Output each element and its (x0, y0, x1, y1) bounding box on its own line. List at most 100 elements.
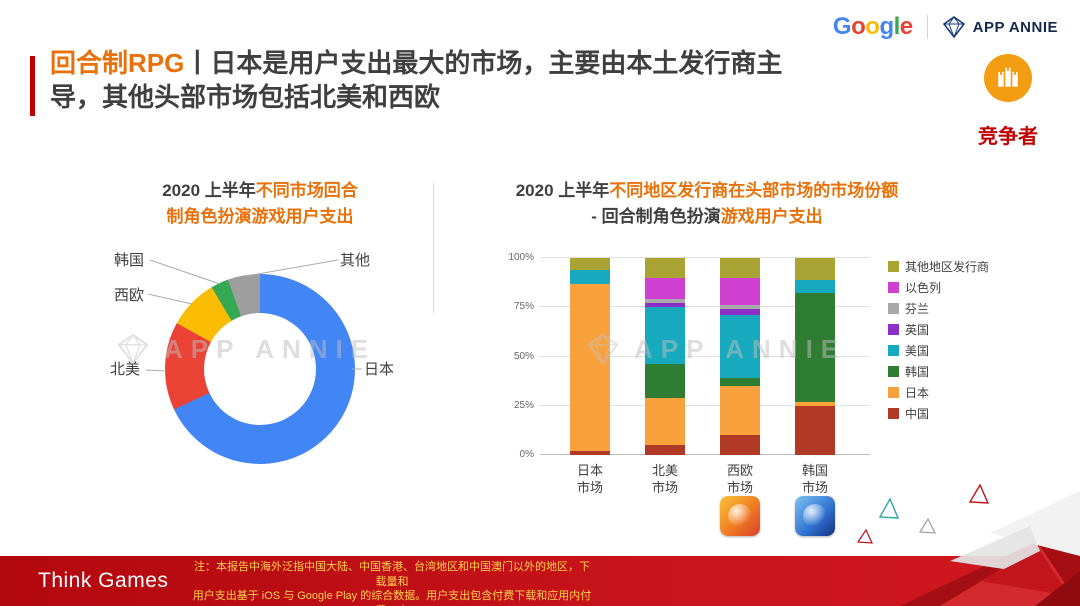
app-annie-wordmark: APP ANNIE (972, 18, 1058, 36)
legend-label: 其他地区发行商 (905, 260, 990, 274)
legend-label: 英国 (905, 323, 930, 337)
title-segment: 2020 上半年 (162, 181, 256, 200)
legend-item: 日本 (888, 382, 989, 403)
gridline (540, 404, 870, 406)
logo-separator (926, 15, 928, 39)
stacked-bar (570, 258, 610, 455)
gridline (540, 454, 870, 455)
think-games-logo: Think Games (38, 569, 169, 592)
stacked-bar-section: 2020 上半年不同地区发行商在头部市场的市场份额 - 回合制角色扮演游戏用户支出… (500, 178, 1060, 553)
category-label: 韩国市场 (801, 463, 828, 495)
google-letter: o (851, 13, 866, 40)
bar-segment (795, 401, 835, 406)
stacked-bar (720, 258, 760, 455)
gridline (540, 355, 870, 357)
legend-item: 以色列 (888, 277, 989, 298)
app-annie-logo: APP ANNIE (942, 15, 1058, 39)
bar-segment (720, 435, 760, 455)
category-label: 日本市场 (576, 463, 603, 495)
legend-label: 日本 (905, 386, 930, 400)
donut-chart (165, 274, 355, 464)
legend-label: 美国 (905, 344, 930, 358)
y-tick-label: 100% (508, 252, 534, 263)
logo-row: Google APP ANNIE (833, 12, 1058, 42)
title-segment: 丨日本是用户支出最大的市场，主要由本土发行商主 (184, 48, 783, 78)
legend-swatch (888, 261, 899, 272)
bar-segment (645, 303, 685, 308)
donut-chart-section: 2020 上半年不同市场回合 制角色扮演游戏用户支出 日本 北美 西欧 韩国 其他 (90, 178, 430, 538)
bar-segment (720, 386, 760, 436)
donut-area: 日本 北美 西欧 韩国 其他 (90, 248, 430, 518)
bar-segment (570, 451, 610, 455)
legend-item: 韩国 (888, 361, 989, 382)
bar-legend: 其他地区发行商 以色列芬兰英国美国韩国日本中国 (888, 256, 989, 424)
bar-segment (795, 279, 835, 294)
legend-item: 美国 (888, 340, 989, 361)
donut-label: 韩国 (114, 252, 145, 269)
legend-swatch (888, 282, 899, 293)
google-letter: G (832, 13, 852, 40)
bar-segment (720, 258, 760, 278)
donut-hole (204, 313, 316, 425)
legend-swatch (888, 303, 899, 314)
title-segment: 回合制RPG (50, 48, 185, 78)
google-logo: Google (833, 13, 913, 41)
title-segment: 2020 上半年 (515, 181, 610, 200)
bar-segment (645, 445, 685, 455)
google-letter: l (893, 13, 901, 40)
bar-segment (645, 364, 685, 398)
legend-item: 中国 (888, 403, 989, 424)
x-axis: 日本市场 北美市场 西欧市场 韩国市场 (540, 463, 870, 507)
bar-segment (720, 378, 760, 387)
legend-item: 芬兰 (888, 298, 989, 319)
category-label: 北美市场 (651, 463, 678, 495)
google-letter: o (865, 13, 880, 40)
bar-segment (645, 307, 685, 365)
title-segment: 游戏用户支出 (720, 207, 823, 227)
slide-title: 回合制RPG丨日本是用户支出最大的市场，主要由本土发行商主导，其他头部市场包括北… (50, 46, 910, 115)
bar-segment (720, 315, 760, 379)
stacked-bar (645, 258, 685, 455)
legend-label: 以色列 (905, 281, 942, 295)
castle-icon (998, 67, 1018, 87)
bar-segment (570, 269, 610, 284)
y-tick-label: 0% (519, 449, 534, 460)
legend-swatch (888, 387, 899, 398)
stacked-bar (795, 258, 835, 455)
bar-segment (795, 258, 835, 280)
title-segment: 不同地区发行商在头部市场的市场份额 (609, 181, 899, 200)
legend-swatch (888, 408, 899, 419)
title-segment: - 回合制角色扮演 (591, 207, 721, 227)
bar-segment (570, 258, 610, 270)
legend-item: 其他地区发行商 (888, 256, 989, 277)
title-segment: 导，其他头部市场包括北美和西欧 (50, 82, 441, 113)
bar-segment (570, 283, 610, 452)
donut-label: 日本 (364, 361, 395, 378)
footnote: 注：本报告中海外泛指中国大陆、中国香港、台湾地区和中国澳门以外的地区，下载量和 … (192, 561, 592, 606)
section-divider (433, 183, 434, 313)
category-label: 西欧市场 (726, 463, 753, 495)
legend-label: 韩国 (905, 365, 930, 379)
app-annie-diamond-icon (942, 16, 965, 39)
bar-segment (645, 397, 685, 446)
bar-plot (540, 257, 870, 455)
title-segment: 制角色扮演游戏用户支出 (166, 207, 354, 227)
bar-segment (795, 293, 835, 402)
bar-segment (720, 277, 760, 306)
donut-label: 西欧 (114, 287, 145, 304)
legend-swatch (888, 324, 899, 335)
donut-label: 北美 (110, 361, 141, 378)
legend-item: 英国 (888, 319, 989, 340)
rpg-game-icon-2 (795, 496, 835, 536)
title-segment: 不同市场回合 (255, 181, 358, 200)
footer: Think Games 注：本报告中海外泛指中国大陆、中国香港、台湾地区和中国澳… (0, 556, 1080, 606)
legend-swatch (888, 345, 899, 356)
legend-label: 芬兰 (905, 302, 930, 316)
donut-title: 2020 上半年不同市场回合制角色扮演游戏用户支出 (90, 178, 430, 231)
bar-segment (720, 305, 760, 310)
title-accent-bar (30, 56, 35, 116)
bar-segment (645, 277, 685, 300)
badge-label: 竞争者 (978, 126, 1038, 148)
rpg-game-icon-1 (720, 496, 760, 536)
legend-label: 中国 (905, 407, 930, 421)
